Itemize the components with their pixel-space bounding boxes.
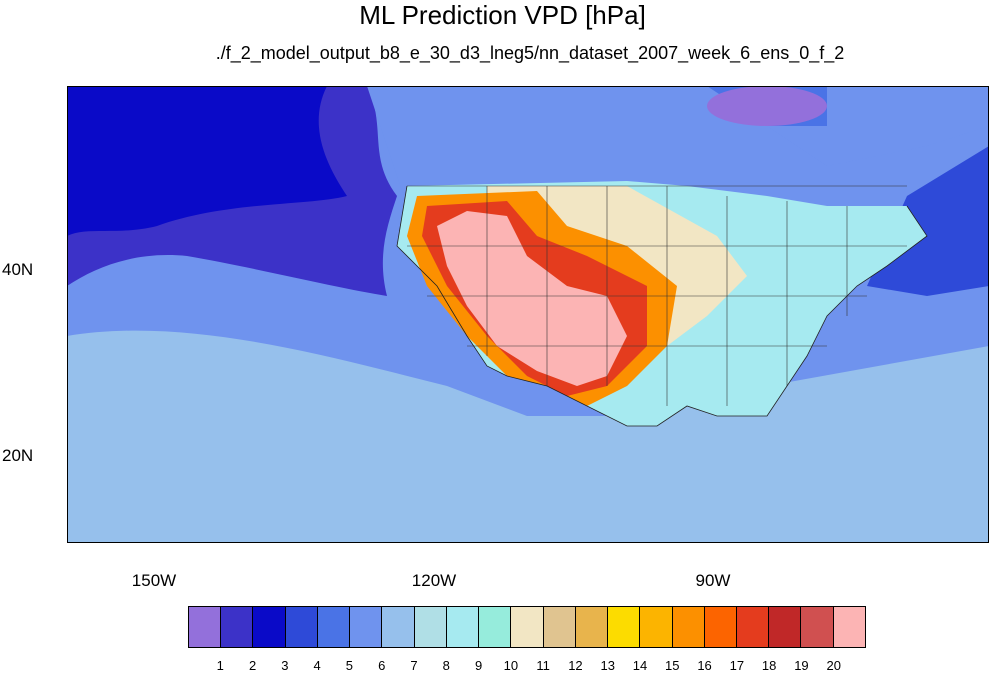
colorbar-swatch bbox=[479, 607, 512, 647]
state-borders bbox=[407, 185, 907, 406]
colorbar-swatch bbox=[769, 607, 802, 647]
colorbar-swatch bbox=[543, 607, 576, 647]
colorbar-swatch bbox=[511, 607, 544, 647]
colorbar-swatch bbox=[640, 607, 673, 647]
colorbar-tick-label: 18 bbox=[761, 658, 777, 673]
colorbar-swatch bbox=[189, 607, 222, 647]
colorbar-swatch bbox=[575, 607, 609, 647]
coastline bbox=[396, 185, 928, 427]
lon-label-120w: 120W bbox=[411, 571, 457, 590]
colorbar-swatch bbox=[736, 607, 770, 647]
colorbar-swatch bbox=[833, 607, 865, 647]
colorbar-tick-label: 15 bbox=[665, 658, 680, 673]
colorbar-swatch bbox=[382, 607, 415, 647]
southern-pacific-region bbox=[67, 330, 989, 543]
lat-label-20n: 20N bbox=[2, 446, 34, 465]
colorbar-tick-label: 2 bbox=[248, 658, 257, 673]
chart-title: ML Prediction VPD [hPa] bbox=[359, 0, 646, 30]
vpd-map bbox=[67, 86, 989, 543]
colorbar-tick-label: 9 bbox=[474, 658, 483, 673]
colorbar-tick-label: 8 bbox=[442, 658, 450, 673]
colorbar-tick-label: 3 bbox=[281, 658, 289, 673]
colorbar-swatch bbox=[285, 607, 318, 647]
lat-label-40n: 40N bbox=[2, 260, 34, 279]
colorbar-swatch bbox=[317, 607, 351, 647]
map-frame bbox=[67, 86, 989, 543]
lon-label-90w: 90W bbox=[695, 571, 731, 590]
colorbar-swatch bbox=[350, 607, 383, 647]
colorbar-tick-label: 16 bbox=[697, 658, 712, 673]
colorbar-tick-label: 6 bbox=[378, 658, 386, 673]
colorbar-swatch bbox=[704, 607, 737, 647]
colorbar-swatch bbox=[446, 607, 480, 647]
colorbar-swatch bbox=[253, 607, 286, 647]
colorbar-tick-label: 19 bbox=[794, 658, 809, 673]
colorbar-tick-label: 14 bbox=[632, 658, 648, 673]
colorbar-swatch bbox=[608, 607, 641, 647]
north-pacific-darker bbox=[67, 86, 347, 236]
colorbar-tick-label: 10 bbox=[503, 658, 519, 673]
colorbar-tick-label: 13 bbox=[600, 658, 615, 673]
colorbar-tick-label: 4 bbox=[313, 658, 321, 673]
colorbar-swatch bbox=[221, 607, 254, 647]
colorbar-tick-label: 7 bbox=[410, 658, 418, 673]
colorbar-swatch bbox=[672, 607, 705, 647]
colorbar bbox=[188, 606, 866, 648]
chart-subtitle: ./f_2_model_output_b8_e_30_d3_lneg5/nn_d… bbox=[215, 43, 845, 63]
southwest-peak bbox=[437, 211, 627, 386]
colorbar-tick-label: 1 bbox=[216, 658, 224, 673]
colorbar-swatch bbox=[801, 607, 834, 647]
colorbar-tick-label: 20 bbox=[826, 658, 841, 673]
colorbar-tick-label: 11 bbox=[536, 658, 550, 673]
colorbar-tick-label: 17 bbox=[729, 658, 745, 673]
lon-label-150w: 150W bbox=[131, 571, 177, 590]
colorbar-swatch bbox=[414, 607, 447, 647]
colorbar-tick-label: 12 bbox=[568, 658, 583, 673]
hudson-bay-patch bbox=[707, 86, 827, 126]
colorbar-tick-label: 5 bbox=[345, 658, 354, 673]
